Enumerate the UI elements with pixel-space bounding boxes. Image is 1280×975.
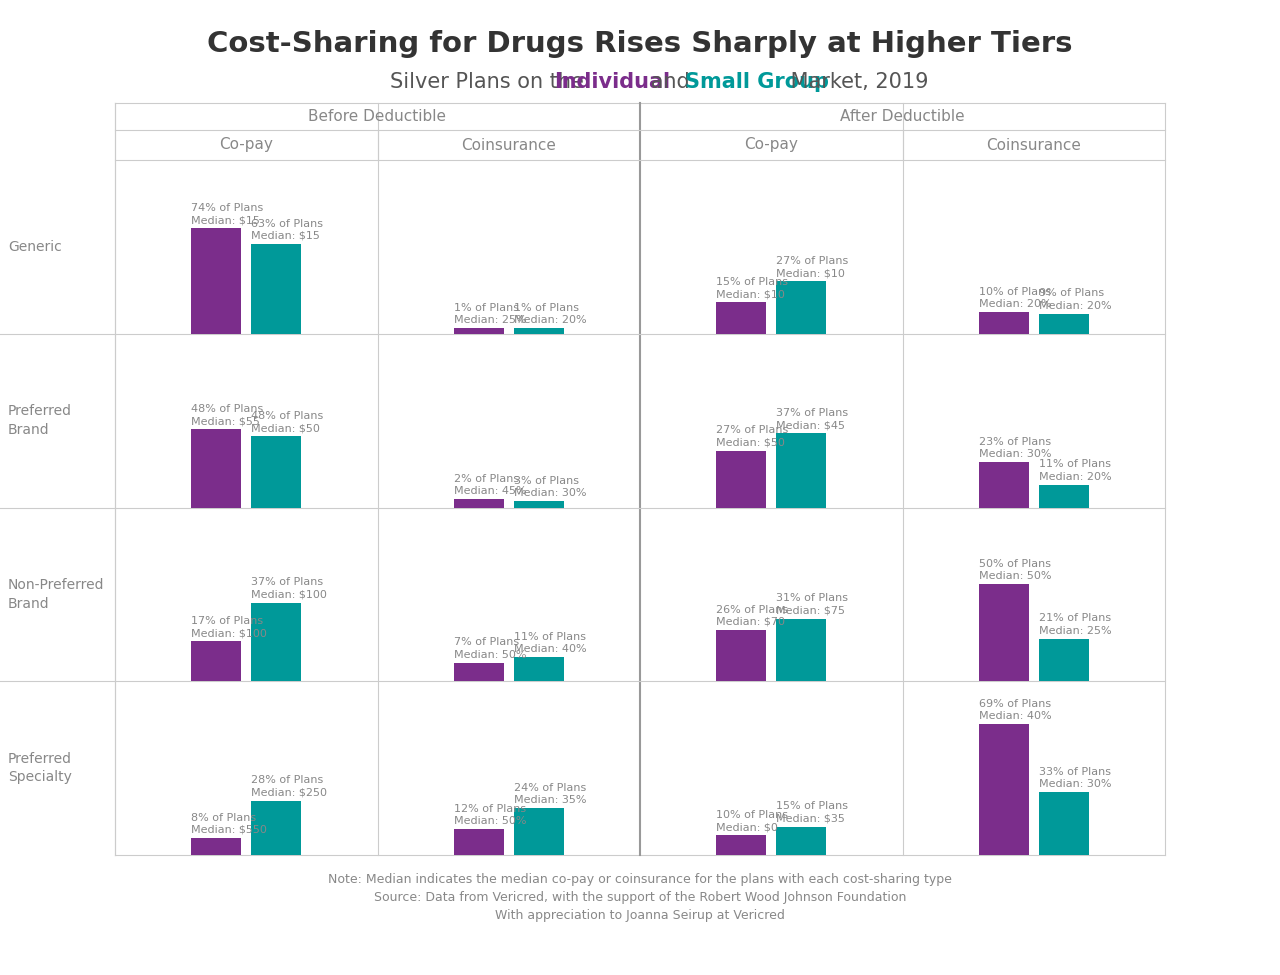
Text: 21% of Plans
Median: 25%: 21% of Plans Median: 25%: [1039, 613, 1111, 636]
Text: Coinsurance: Coinsurance: [987, 137, 1082, 152]
Text: 2% of Plans
Median: 45%: 2% of Plans Median: 45%: [453, 474, 526, 496]
Text: With appreciation to Joanna Seirup at Vericred: With appreciation to Joanna Seirup at Ve…: [495, 909, 785, 922]
Bar: [717, 630, 767, 682]
Text: 27% of Plans
Median: $50: 27% of Plans Median: $50: [717, 425, 788, 448]
Text: and: and: [644, 72, 696, 92]
Bar: [979, 584, 1029, 682]
Text: 24% of Plans
Median: 35%: 24% of Plans Median: 35%: [513, 783, 586, 805]
Bar: [979, 312, 1029, 333]
Text: 69% of Plans
Median: 40%: 69% of Plans Median: 40%: [979, 698, 1051, 721]
Text: 33% of Plans
Median: 30%: 33% of Plans Median: 30%: [1039, 767, 1111, 790]
Bar: [513, 657, 563, 682]
Text: 15% of Plans
Median: $35: 15% of Plans Median: $35: [776, 801, 849, 824]
Bar: [251, 244, 301, 333]
Bar: [1039, 793, 1089, 855]
Bar: [251, 436, 301, 508]
Bar: [191, 838, 241, 855]
Text: Market, 2019: Market, 2019: [783, 72, 928, 92]
Text: 28% of Plans
Median: $250: 28% of Plans Median: $250: [251, 775, 328, 798]
Bar: [453, 328, 504, 333]
Text: Silver Plans on the: Silver Plans on the: [389, 72, 590, 92]
Text: 9% of Plans
Median: 20%: 9% of Plans Median: 20%: [1039, 289, 1111, 311]
Bar: [776, 281, 827, 333]
Text: Preferred
Specialty: Preferred Specialty: [8, 752, 72, 784]
Text: 50% of Plans
Median: 50%: 50% of Plans Median: 50%: [979, 559, 1051, 581]
Text: 37% of Plans
Median: $45: 37% of Plans Median: $45: [776, 408, 849, 430]
Text: Cost-Sharing for Drugs Rises Sharply at Higher Tiers: Cost-Sharing for Drugs Rises Sharply at …: [207, 30, 1073, 58]
Text: Individual: Individual: [554, 72, 669, 92]
Text: 11% of Plans
Median: 20%: 11% of Plans Median: 20%: [1039, 459, 1111, 482]
Text: Co-pay: Co-pay: [219, 137, 273, 152]
Text: 63% of Plans
Median: $15: 63% of Plans Median: $15: [251, 218, 324, 241]
Text: 17% of Plans
Median: $100: 17% of Plans Median: $100: [191, 616, 268, 639]
Bar: [776, 618, 827, 682]
Bar: [717, 835, 767, 855]
Text: 27% of Plans
Median: $10: 27% of Plans Median: $10: [776, 255, 849, 278]
Text: 3% of Plans
Median: 30%: 3% of Plans Median: 30%: [513, 476, 586, 498]
Text: Note: Median indicates the median co-pay or coinsurance for the plans with each : Note: Median indicates the median co-pay…: [328, 873, 952, 886]
Text: 48% of Plans
Median: $55: 48% of Plans Median: $55: [191, 404, 264, 426]
Text: Generic: Generic: [8, 240, 61, 254]
Text: Small Group: Small Group: [685, 72, 828, 92]
Bar: [776, 827, 827, 855]
Bar: [251, 603, 301, 682]
Text: 10% of Plans
Median: 20%: 10% of Plans Median: 20%: [979, 287, 1051, 309]
Text: 8% of Plans
Median: $550: 8% of Plans Median: $550: [191, 812, 268, 835]
Text: Coinsurance: Coinsurance: [461, 137, 557, 152]
Text: 37% of Plans
Median: $100: 37% of Plans Median: $100: [251, 577, 328, 600]
Bar: [191, 429, 241, 508]
Text: 48% of Plans
Median: $50: 48% of Plans Median: $50: [251, 410, 324, 433]
Text: 1% of Plans
Median: 25%: 1% of Plans Median: 25%: [453, 302, 526, 325]
Text: 1% of Plans
Median: 20%: 1% of Plans Median: 20%: [513, 302, 586, 325]
Bar: [979, 462, 1029, 508]
Text: 74% of Plans
Median: $15: 74% of Plans Median: $15: [191, 203, 264, 225]
Text: Co-pay: Co-pay: [744, 137, 799, 152]
Bar: [191, 228, 241, 333]
Text: 15% of Plans
Median: $10: 15% of Plans Median: $10: [717, 277, 788, 299]
Bar: [717, 450, 767, 508]
Bar: [1039, 485, 1089, 508]
Text: After Deductible: After Deductible: [840, 109, 965, 124]
Text: Non-Preferred
Brand: Non-Preferred Brand: [8, 578, 105, 610]
Bar: [979, 723, 1029, 855]
Bar: [453, 499, 504, 508]
Bar: [453, 663, 504, 682]
Text: 11% of Plans
Median: 40%: 11% of Plans Median: 40%: [513, 632, 586, 654]
Bar: [251, 800, 301, 855]
Text: Source: Data from Vericred, with the support of the Robert Wood Johnson Foundati: Source: Data from Vericred, with the sup…: [374, 891, 906, 904]
Text: Before Deductible: Before Deductible: [308, 109, 447, 124]
Bar: [776, 434, 827, 508]
Bar: [513, 808, 563, 855]
Bar: [453, 830, 504, 855]
Bar: [191, 642, 241, 682]
Bar: [513, 501, 563, 508]
Text: 31% of Plans
Median: $75: 31% of Plans Median: $75: [776, 593, 849, 615]
Text: 26% of Plans
Median: $70: 26% of Plans Median: $70: [717, 604, 788, 627]
Text: 7% of Plans
Median: 50%: 7% of Plans Median: 50%: [453, 638, 526, 660]
Text: 10% of Plans
Median: $0: 10% of Plans Median: $0: [717, 809, 788, 832]
Text: 23% of Plans
Median: 30%: 23% of Plans Median: 30%: [979, 437, 1051, 459]
Bar: [717, 302, 767, 333]
Bar: [1039, 314, 1089, 333]
Bar: [1039, 639, 1089, 682]
Text: Preferred
Brand: Preferred Brand: [8, 405, 72, 437]
Bar: [513, 328, 563, 333]
Text: 12% of Plans
Median: 50%: 12% of Plans Median: 50%: [453, 804, 526, 827]
